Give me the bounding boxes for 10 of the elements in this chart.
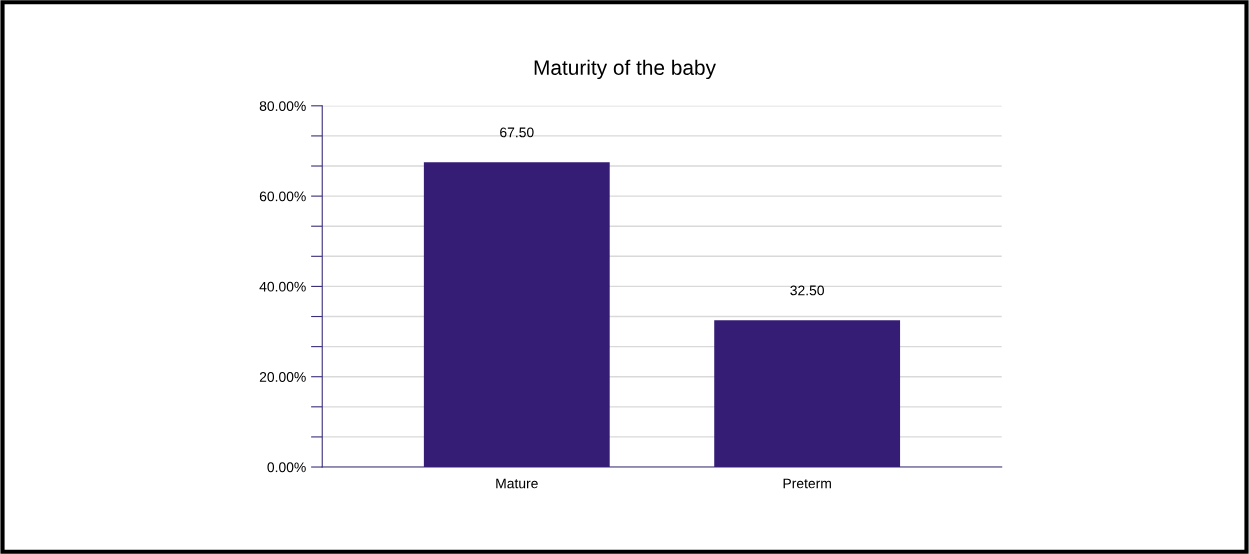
y-tick-label: 20.00% (259, 372, 306, 382)
y-tick-label: 60.00% (259, 191, 306, 202)
chart-title: Maturity of the baby (534, 59, 716, 80)
x-tick-label: Mature (496, 478, 538, 489)
data-label: 32.50 (790, 285, 824, 296)
y-tick-label: 40.00% (259, 281, 306, 292)
y-tick-label: 0.00% (267, 462, 306, 473)
y-tick-label: 80.00% (259, 101, 306, 111)
data-label: 67.50 (500, 127, 534, 138)
x-tick-label: Preterm (783, 478, 831, 489)
